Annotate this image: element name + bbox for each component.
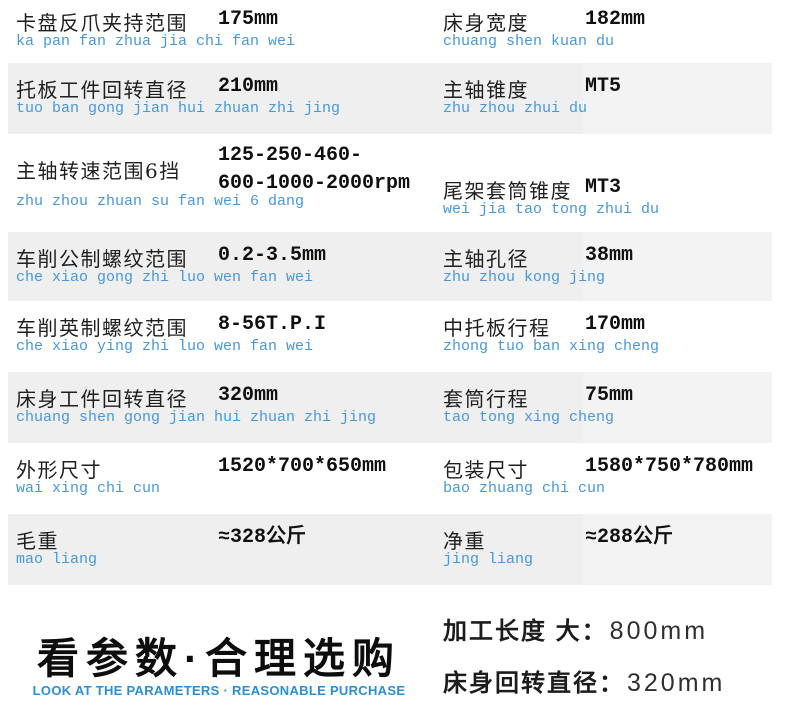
spec-pinyin: zhong tuo ban xing cheng: [443, 338, 660, 355]
spec-pinyin: chuang shen kuan du: [443, 33, 615, 50]
footer-spec-label: 加工长度 大：: [443, 618, 608, 645]
spec-label: 车削公制螺纹范围: [16, 247, 188, 271]
spec-row: 毛重 ≈328公斤 mao liang 净重 ≈288公斤 jing liang: [8, 514, 772, 585]
spec-label: 床身工件回转直径: [16, 387, 188, 411]
spec-value: ≈288公斤: [585, 526, 674, 549]
spec-value: 125-250-460- 600-1000-2000rpm: [218, 144, 411, 195]
spec-value: MT5: [585, 75, 622, 98]
spec-pinyin: wai xing chi cun: [16, 480, 161, 497]
spec-label: 主轴锥度: [443, 78, 529, 102]
footer-spec-label: 床身回转直径：: [443, 670, 625, 697]
spec-value: 170mm: [585, 313, 646, 336]
footer-spec-value: 800mm: [609, 617, 709, 645]
spec-pinyin: zhu zhou zhui du: [443, 100, 588, 117]
spec-row: 车削公制螺纹范围 0.2-3.5mm che xiao gong zhi luo…: [8, 232, 772, 301]
spec-label: 主轴孔径: [443, 247, 529, 271]
spec-label: 净重: [443, 529, 486, 553]
spec-label: 毛重: [16, 529, 59, 553]
spec-row: 外形尺寸 1520*700*650mm wai xing chi cun 包装尺…: [8, 443, 772, 514]
spec-row: 卡盘反爪夹持范围 175mm ka pan fan zhua jia chi f…: [8, 0, 772, 63]
spec-value: MT3: [585, 176, 622, 199]
footer-spec-value: 320mm: [627, 669, 726, 697]
spec-pinyin: zhu zhou kong jing: [443, 269, 606, 286]
spec-value: 182mm: [585, 8, 646, 31]
spec-pinyin: jing liang: [443, 551, 534, 568]
spec-value: 75mm: [585, 384, 634, 407]
spec-label: 包装尺寸: [443, 458, 529, 482]
spec-pinyin: bao zhuang chi cun: [443, 480, 606, 497]
footer: 看参数·合理选购 LOOK AT THE PARAMETERS · REASON…: [0, 585, 790, 715]
spec-value: 175mm: [218, 8, 279, 31]
spec-pinyin: che xiao ying zhi luo wen fan wei: [16, 338, 314, 355]
spec-row: 主轴转速范围6挡 125-250-460- 600-1000-2000rpm z…: [8, 134, 772, 232]
spec-pinyin: mao liang: [16, 551, 98, 568]
spec-label: 尾架套筒锥度: [443, 179, 572, 203]
footer-spec-line: 床身回转直径： 320mm: [443, 663, 725, 698]
spec-row: 托板工件回转直径 210mm tuo ban gong jian hui zhu…: [8, 63, 772, 134]
footer-spec-line: 加工长度 大： 800mm: [443, 611, 708, 646]
spec-pinyin: ka pan fan zhua jia chi fan wei: [16, 33, 296, 50]
footer-headline: 看参数·合理选购: [37, 635, 401, 682]
spec-value: 320mm: [218, 384, 279, 407]
spec-value: ≈328公斤: [218, 526, 307, 549]
spec-value: 210mm: [218, 75, 279, 98]
spec-pinyin: wei jia tao tong zhui du: [443, 201, 660, 218]
spec-value: 38mm: [585, 244, 634, 267]
spec-pinyin: zhu zhou zhuan su fan wei 6 dang: [16, 193, 305, 210]
spec-label: 中托板行程: [443, 316, 551, 340]
spec-value: 1520*700*650mm: [218, 455, 387, 478]
spec-pinyin: chuang shen gong jian hui zhuan zhi jing: [16, 409, 377, 426]
spec-value: 1580*750*780mm: [585, 455, 754, 478]
spec-pinyin: che xiao gong zhi luo wen fan wei: [16, 269, 314, 286]
spec-label: 床身宽度: [443, 11, 529, 35]
spec-label: 托板工件回转直径: [16, 78, 188, 102]
spec-label: 主轴转速范围6挡: [16, 159, 181, 183]
spec-row: 车削英制螺纹范围 8-56T.P.I che xiao ying zhi luo…: [8, 301, 772, 372]
spec-pinyin: tao tong xing cheng: [443, 409, 615, 426]
spec-pinyin: tuo ban gong jian hui zhuan zhi jing: [16, 100, 341, 117]
spec-label: 卡盘反爪夹持范围: [16, 11, 188, 35]
footer-subline: LOOK AT THE PARAMETERS · REASONABLE PURC…: [32, 683, 406, 698]
spec-label: 外形尺寸: [16, 458, 102, 482]
spec-row: 床身工件回转直径 320mm chuang shen gong jian hui…: [8, 372, 772, 443]
spec-label: 套筒行程: [443, 387, 529, 411]
spec-label: 车削英制螺纹范围: [16, 316, 188, 340]
spec-value: 8-56T.P.I: [218, 313, 327, 336]
spec-value: 0.2-3.5mm: [218, 244, 327, 267]
